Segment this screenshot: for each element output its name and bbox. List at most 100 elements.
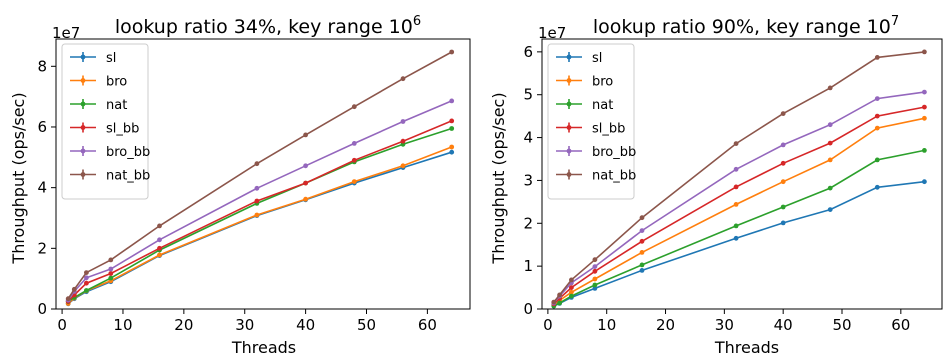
chart-right-series-bro-bb-point <box>592 264 598 269</box>
chart-left-series-nat-bb-point <box>449 49 455 55</box>
legend-label-sl: sl <box>106 51 116 66</box>
chart-left-title: lookup ratio 34%, key range 106 <box>115 14 421 38</box>
chart-left-series-nat-bb-point <box>108 257 114 263</box>
chart-right-series-sl-point <box>639 268 645 273</box>
chart-left-series-sl-bb-point <box>84 280 89 286</box>
chart-left-series-bro-bb-line <box>67 100 453 301</box>
chart-left-series-bro-bb-point <box>84 275 89 281</box>
chart-right-series-nat-point <box>780 204 786 210</box>
chart-left-xlabel: Threads <box>231 338 296 354</box>
chart-right-xlabel: Threads <box>714 338 779 354</box>
chart-left-series-bro-bb-point <box>108 266 114 272</box>
chart-left-series-nat-bb-point <box>254 161 260 167</box>
chart-left-xticks: 0 10 20 30 40 50 60 <box>57 309 437 334</box>
chart-right-series-nat-line <box>553 149 925 307</box>
chart-right-series-nat-bb-point <box>922 49 927 55</box>
chart-right-series-nat-bb-point <box>557 292 562 298</box>
chart-left-series-bro-bb-point <box>351 141 357 146</box>
chart-left-series-bro-point <box>400 163 406 169</box>
chart-left-series-bro-bb-point <box>303 163 308 169</box>
chart-right-ytick-label: 6 <box>523 43 533 61</box>
chart-left-xtick-label: 30 <box>235 316 254 334</box>
chart-right-series-nat-bb-point <box>733 141 739 147</box>
chart-right-series-nat-bb-point <box>874 55 880 60</box>
chart-right-yticks: 0 1 2 3 4 5 6 <box>523 43 542 318</box>
chart-right-series-nat-point <box>639 262 645 268</box>
chart-left-series-nat-point <box>84 288 89 293</box>
chart-left-yticks: 0 2 4 6 8 <box>37 57 56 318</box>
legend-label-bro: bro <box>592 75 613 90</box>
chart-right-series-sl-point <box>874 184 880 190</box>
chart-right-series-bro-line <box>553 117 925 306</box>
chart-right: lookup ratio 90%, key range 107 1e7 Thro… <box>489 14 943 354</box>
chart-left-series-nat-bb-point <box>71 286 77 292</box>
chart-right-series-nat-bb-point <box>827 85 833 91</box>
legend-label-nat-bb: nat_bb <box>106 169 150 184</box>
chart-right-series-nat-bb-point <box>639 215 645 221</box>
legend-label-sl: sl <box>592 51 602 66</box>
chart-left-series-sl-bb-point <box>108 271 114 276</box>
chart-right-series-sl-point <box>780 220 786 226</box>
chart-right-ytick-label: 0 <box>523 300 533 318</box>
chart-left-series-bro-point <box>303 196 308 202</box>
chart-right-series-bro-bb-point <box>827 122 833 128</box>
chart-left-ylabel: Throughput (ops/sec) <box>9 92 28 264</box>
chart-right-ylabel: Throughput (ops/sec) <box>489 92 508 264</box>
chart-left-series-bro-point <box>351 179 357 185</box>
chart-right-xtick-label: 0 <box>543 316 553 334</box>
chart-right-series-bro-point <box>569 289 574 295</box>
chart-left-xtick-label: 20 <box>174 316 193 334</box>
legend-label-sl-bb: sl_bb <box>592 122 625 137</box>
chart-left-series-nat-bb-point <box>303 132 308 138</box>
legend-label-sl-bb: sl_bb <box>106 122 139 137</box>
chart-left-series-nat-bb-line <box>67 51 453 300</box>
legend-marker-sl-bb <box>80 125 86 130</box>
chart-right-series-sl-bb-point <box>639 238 645 244</box>
chart-left-xtick-label: 0 <box>57 316 67 334</box>
chart-right-ytick-label: 4 <box>523 129 533 147</box>
chart-left-series-nat-bb-point <box>157 223 162 229</box>
legend-marker-nat-bb <box>566 172 572 177</box>
chart-right-offset-label: 1e7 <box>538 24 566 42</box>
chart-right-ytick-label: 3 <box>523 171 533 189</box>
chart-left-series-sl-bb-point <box>254 198 260 204</box>
chart-right-plot-frame <box>541 38 943 310</box>
chart-left-ytick-label: 0 <box>37 300 47 318</box>
chart-right-series-nat-point <box>922 148 927 153</box>
chart-right-series-bro-bb-point <box>780 142 786 148</box>
chart-right-series-nat-bb-point <box>551 299 557 305</box>
legend-label-nat-bb: nat_bb <box>592 169 636 184</box>
chart-left-ytick-label: 8 <box>37 57 47 75</box>
legend-marker-sl-bb <box>566 125 572 130</box>
chart-right-series-sl-bb-point <box>874 113 880 119</box>
chart-left: lookup ratio 34%, key range 106 1e7 Thro… <box>9 14 471 354</box>
chart-right-ytick-label: 2 <box>523 214 533 232</box>
chart-left-lines <box>65 49 455 307</box>
chart-right-series-nat-point <box>733 223 739 229</box>
legend-marker-nat-bb <box>80 172 86 177</box>
chart-left-series-sl-point <box>449 149 455 155</box>
chart-right-series-sl-bb-point <box>827 140 833 146</box>
chart-left-series-bro-bb-point <box>400 119 406 124</box>
chart-right-xtick-label: 30 <box>715 316 734 334</box>
chart-left-series-sl-bb-point <box>303 180 308 186</box>
chart-right-series-sl-bb-point <box>569 285 574 290</box>
legend-label-nat: nat <box>592 98 613 113</box>
chart-left-series-sl-bb-point <box>449 118 455 124</box>
chart-left-xtick-label: 50 <box>357 316 376 334</box>
chart-left-ytick-label: 2 <box>37 239 47 257</box>
chart-left-title-superscript: 6 <box>413 14 421 29</box>
chart-right-series-nat-bb-line <box>553 51 925 303</box>
chart-left-offset-label: 1e7 <box>52 24 80 42</box>
chart-right-series-sl-bb-point <box>780 160 786 166</box>
chart-right-ytick-label: 5 <box>523 86 533 104</box>
chart-right-series-nat-bb-point <box>592 257 598 263</box>
chart-right-series-nat-point <box>874 157 880 163</box>
chart-right-xtick-label: 40 <box>774 316 793 334</box>
chart-right-series-bro-point <box>592 276 598 282</box>
chart-right-series-sl-point <box>733 235 739 241</box>
chart-right-series-sl-bb-line <box>553 106 925 305</box>
chart-left-series-nat-bb-point <box>84 270 89 275</box>
chart-left-series-sl-bb-point <box>351 157 357 163</box>
